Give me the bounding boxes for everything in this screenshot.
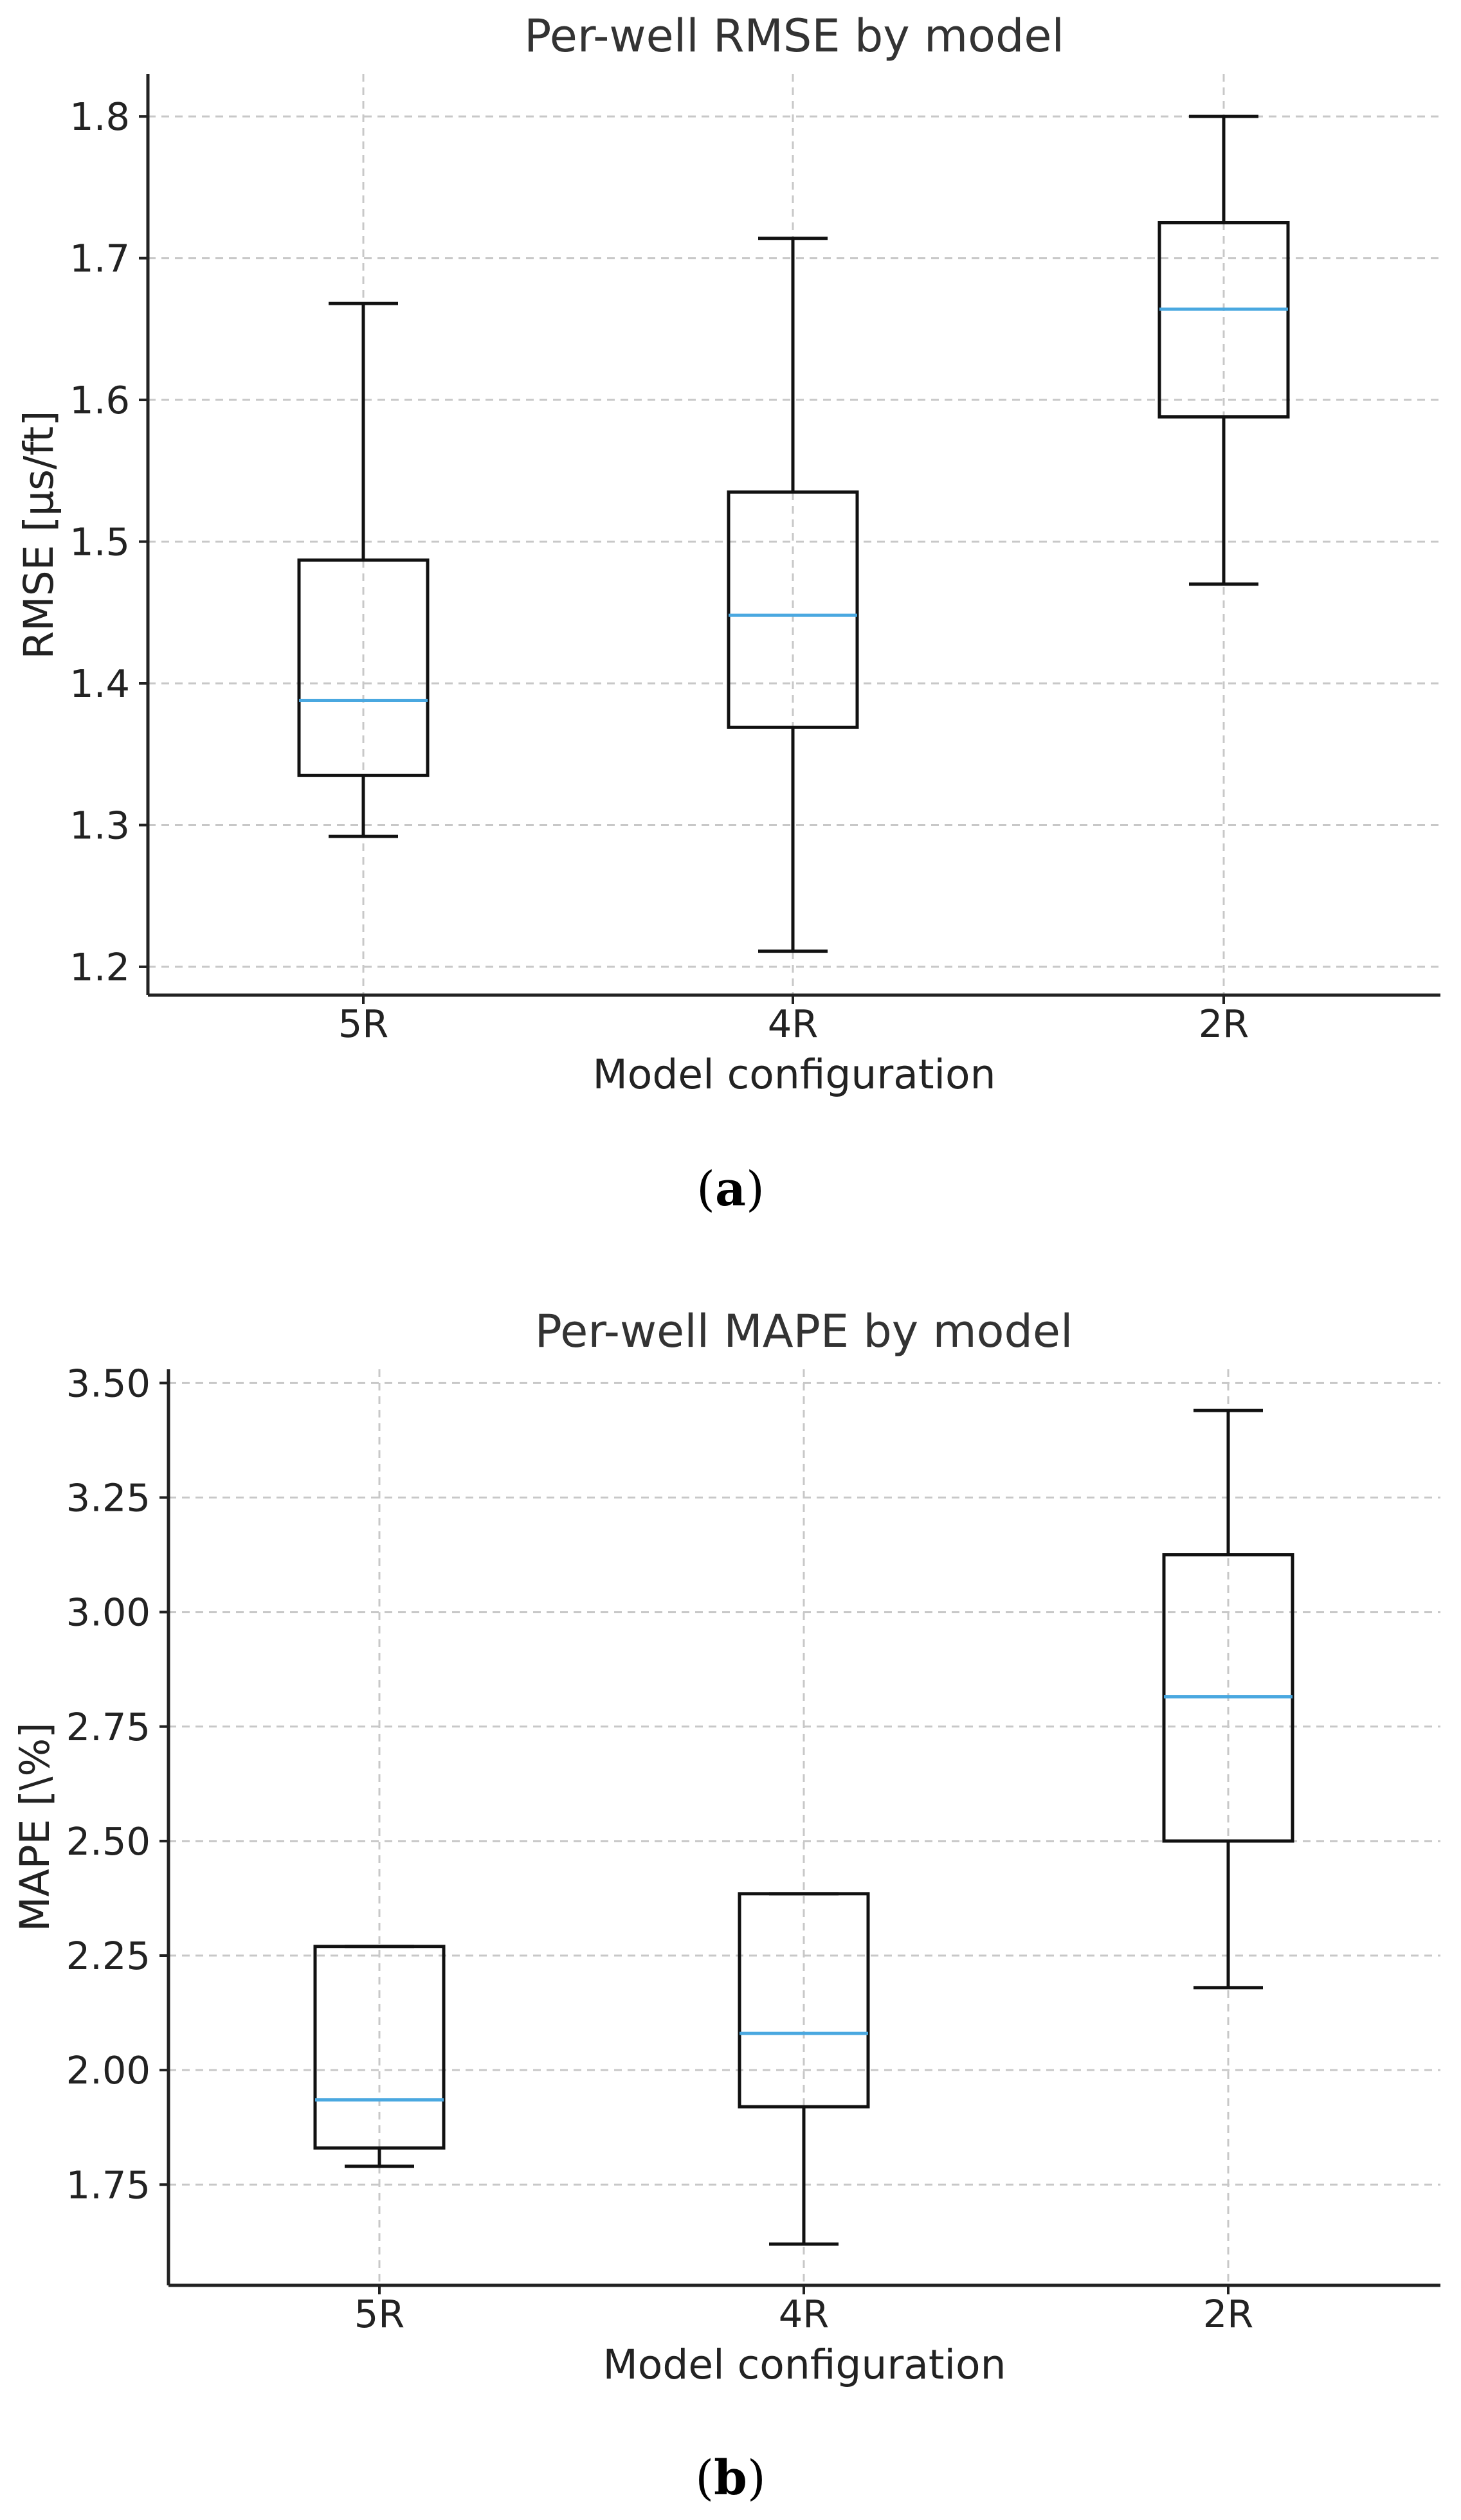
x-tick-label: 5R <box>338 1002 389 1046</box>
box-2R <box>1157 114 1290 586</box>
x-tick-label: 4R <box>768 1002 819 1046</box>
y-tick-labels: 1.2 1.3 1.4 1.5 1.6 1.7 1.8 <box>69 94 148 989</box>
iqr-box <box>297 558 430 777</box>
y-axis-label: RMSE [μs/ft] <box>15 410 62 659</box>
iqr-box <box>727 490 859 729</box>
panel-caption-b: (b) <box>695 2451 766 2506</box>
chart-title: Per-well RMSE by model <box>524 10 1064 62</box>
caption-letter: b <box>714 2451 747 2506</box>
iqr-box <box>738 1892 870 2109</box>
y-tick-label: 1.4 <box>69 662 130 706</box>
box-5R <box>297 302 430 838</box>
iqr-box <box>1157 221 1290 419</box>
y-tick-label: 2.25 <box>66 1934 150 1978</box>
y-tick-label: 3.00 <box>66 1590 150 1635</box>
box-4R <box>727 237 859 953</box>
y-tick-label: 1.5 <box>69 520 130 564</box>
x-tick-label: 2R <box>1199 1002 1249 1046</box>
x-tick-labels: 5R 4R 2R <box>338 995 1249 1046</box>
y-tick-label: 1.8 <box>69 94 130 139</box>
x-tick-label: 4R <box>779 2292 830 2336</box>
x-tick-labels: 5R 4R 2R <box>354 2285 1254 2336</box>
y-tick-label: 2.00 <box>66 2048 150 2092</box>
panel-b-mape-chart: Per-well MAPE by model 1.75 2.00 2.25 2.50 2… <box>12 1305 1440 2506</box>
x-axis-label: Model configuration <box>592 1051 995 1098</box>
y-tick-label: 1.7 <box>69 237 130 281</box>
x-tick-label: 5R <box>354 2292 405 2336</box>
y-tick-label: 3.25 <box>66 1476 150 1520</box>
iqr-box <box>313 1945 446 2150</box>
y-tick-label: 3.50 <box>66 1361 150 1405</box>
y-tick-label: 1.3 <box>69 803 130 847</box>
box-5R <box>313 1945 446 2168</box>
y-tick-labels: 1.75 2.00 2.25 2.50 2.75 3.00 3.25 3.50 <box>66 1361 168 2207</box>
caption-letter: a <box>715 1162 746 1217</box>
x-axis-label: Model configuration <box>603 2341 1006 2388</box>
y-tick-label: 2.50 <box>66 1819 150 1864</box>
chart-title: Per-well MAPE by model <box>535 1305 1073 1358</box>
box-plots <box>313 1408 1294 2246</box>
x-tick-label: 2R <box>1203 2292 1254 2336</box>
box-4R <box>738 1892 870 2246</box>
y-tick-label: 1.6 <box>69 378 130 422</box>
box-2R <box>1162 1408 1294 1990</box>
y-tick-label: 1.2 <box>69 945 130 989</box>
box-plots <box>297 114 1290 953</box>
panel-a-rmse-chart: Per-well RMSE by model 1.21.31.41.51.61.… <box>15 10 1440 1217</box>
y-axis-label: MAPE [\%] <box>12 1722 59 1932</box>
panel-caption-a: (a) <box>696 1162 765 1217</box>
y-tick-label: 2.75 <box>66 1705 150 1749</box>
y-tick-label: 1.75 <box>66 2163 150 2207</box>
